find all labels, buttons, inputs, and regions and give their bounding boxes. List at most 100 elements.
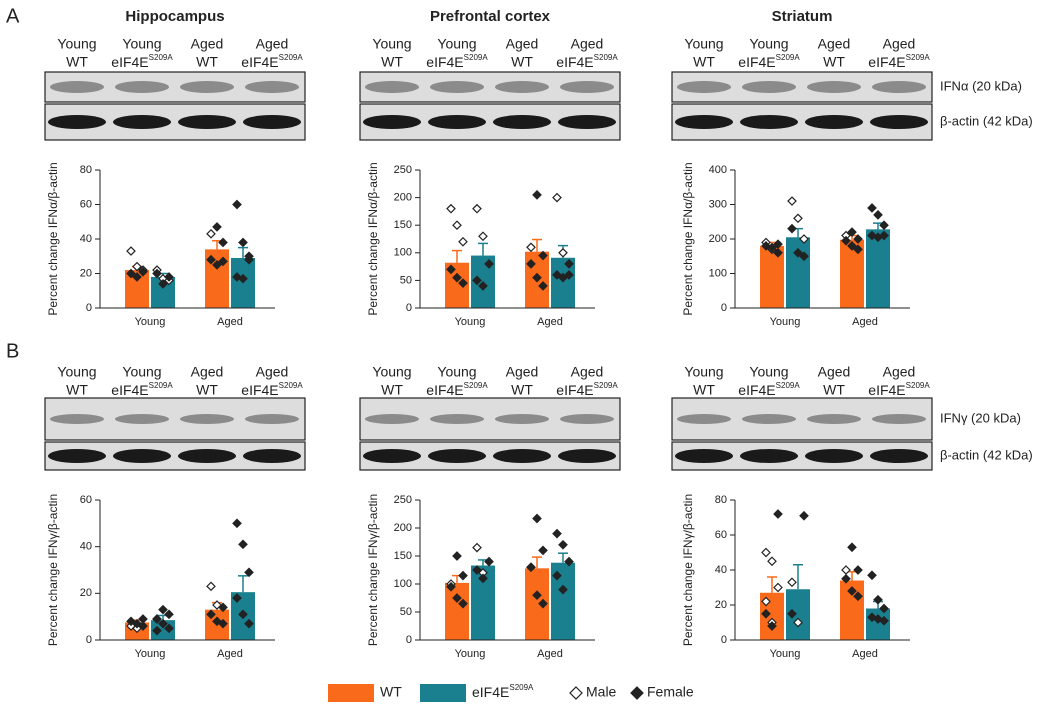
region-title: Prefrontal cortex [430, 8, 551, 25]
y-axis-label: Percent change IFNα/β-actin [46, 162, 60, 315]
y-axis-label: Percent change IFNγ/β-actin [366, 494, 380, 646]
y-tick-label: 0 [721, 302, 727, 314]
data-point [841, 573, 851, 584]
x-tick-label: Young [770, 648, 801, 660]
data-point [218, 618, 228, 629]
data-point [206, 581, 216, 592]
band [807, 414, 861, 424]
data-point [158, 618, 168, 629]
data-point [799, 251, 809, 262]
band [430, 414, 484, 424]
band [870, 115, 928, 129]
lane-label: Young [684, 364, 723, 380]
legend-label: eIF4ES209A [472, 683, 534, 700]
band [428, 115, 486, 129]
data-point [538, 281, 548, 291]
band [178, 115, 236, 129]
y-tick-label: 200 [709, 233, 727, 245]
lane-label-main: eIF4E [426, 382, 463, 398]
lane-label-main: eIF4E [868, 54, 905, 70]
data-point [126, 268, 136, 279]
lane-label: Aged [506, 36, 539, 52]
data-point [787, 577, 797, 588]
band [558, 449, 616, 463]
y-axis-label: Percent change IFNγ/β-actin [46, 494, 60, 646]
x-tick-label: Young [455, 648, 486, 660]
data-point [761, 596, 771, 607]
data-point [484, 556, 494, 567]
lane-label-main: eIF4E [111, 54, 148, 70]
data-point [793, 247, 803, 258]
data-point [847, 227, 857, 237]
y-tick-label: 50 [400, 606, 412, 618]
lane-label-main: eIF4E [738, 54, 775, 70]
data-point [478, 573, 488, 584]
data-point [446, 203, 456, 214]
lane-label: Young [122, 36, 161, 52]
legend-label: WT [380, 684, 402, 700]
y-tick-label: 60 [715, 529, 727, 541]
panel-label: B [6, 340, 19, 362]
y-axis-label: Percent change IFNα/β-actin [681, 162, 695, 315]
lane-label: WT [823, 382, 845, 398]
lane-label: Young [372, 364, 411, 380]
y-tick-label: 80 [715, 494, 727, 506]
data-point [478, 231, 488, 242]
band [245, 81, 299, 93]
blot-label: IFNα (20 kDa) [940, 78, 1022, 93]
data-point [552, 192, 562, 203]
blot-label: β-actin (42 kDa) [940, 113, 1033, 128]
legend-swatch [328, 684, 374, 702]
data-point [218, 256, 228, 267]
x-tick-label: Young [135, 648, 166, 660]
band [675, 449, 733, 463]
band [50, 414, 104, 424]
lane-label-main: eIF4E [241, 382, 278, 398]
y-tick-label: 100 [394, 247, 412, 259]
lane-label: eIF4ES209A [868, 53, 930, 70]
band [363, 115, 421, 129]
x-tick-label: Aged [217, 316, 243, 328]
y-tick-label: 250 [394, 494, 412, 506]
data-point [472, 542, 482, 553]
y-tick-label: 0 [406, 302, 412, 314]
data-point [564, 258, 574, 269]
lane-label-sup: S209A [594, 381, 619, 390]
y-tick-label: 0 [86, 634, 92, 646]
lane-label: Aged [191, 364, 224, 380]
band [677, 414, 731, 424]
lane-label: eIF4ES209A [738, 381, 800, 398]
lane-label: Young [57, 364, 96, 380]
data-point [452, 220, 462, 231]
data-point [564, 556, 574, 567]
data-point [879, 615, 889, 626]
bar [866, 608, 890, 640]
lane-label: eIF4ES209A [111, 53, 173, 70]
x-tick-label: Aged [852, 316, 878, 328]
data-point [879, 603, 889, 614]
x-tick-label: Aged [852, 648, 878, 660]
lane-label-sup: S209A [594, 53, 619, 62]
lane-label: WT [381, 382, 403, 398]
data-point [152, 625, 162, 636]
y-tick-label: 100 [394, 578, 412, 590]
band [740, 115, 798, 129]
data-point [164, 609, 174, 620]
band [115, 414, 169, 424]
data-point [787, 223, 797, 234]
data-point [452, 593, 462, 603]
band [493, 449, 551, 463]
lane-label-sup: S209A [464, 53, 489, 62]
band [560, 414, 614, 424]
y-tick-label: 150 [394, 550, 412, 562]
data-point [238, 273, 248, 284]
band [558, 115, 616, 129]
lane-label-sup: S209A [149, 381, 174, 390]
x-tick-label: Aged [537, 648, 563, 660]
x-tick-label: Aged [217, 648, 243, 660]
band [243, 449, 301, 463]
lane-label: Aged [506, 364, 539, 380]
lane-label: WT [196, 382, 218, 398]
data-point [564, 270, 574, 280]
lane-label: WT [196, 54, 218, 70]
